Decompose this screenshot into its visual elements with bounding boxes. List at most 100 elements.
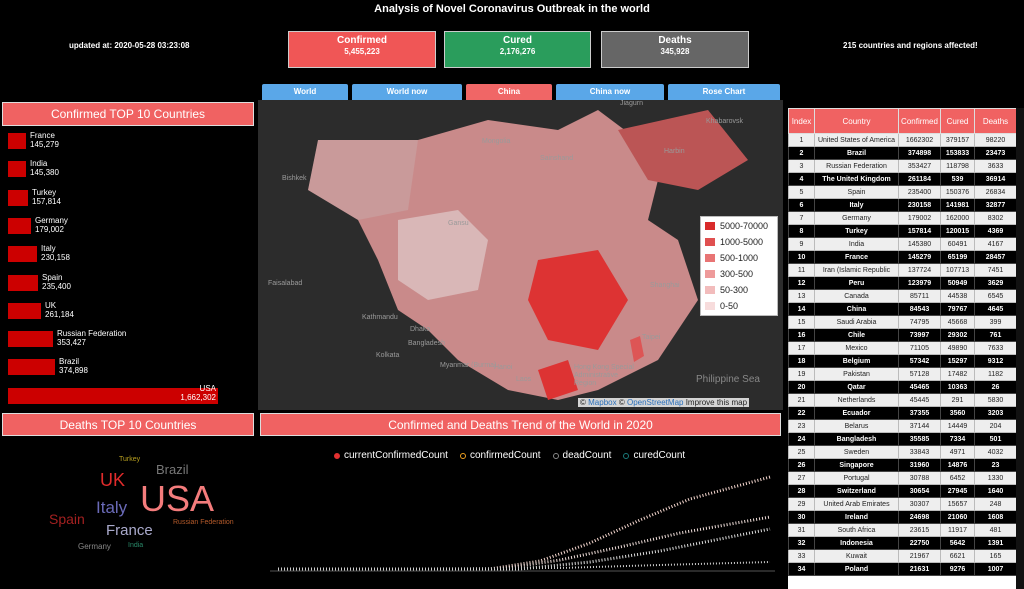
table-row[interactable]: 9 India 145380 60491 4167 <box>788 237 1016 251</box>
word-germany: Germany <box>78 542 111 551</box>
bar-value: 230,158 <box>41 253 70 263</box>
confirmed-bar[interactable] <box>8 302 41 319</box>
table-row[interactable]: 20 Qatar 45465 10363 26 <box>788 380 1016 394</box>
table-row[interactable]: 14 China 84543 79767 4645 <box>788 302 1016 316</box>
deaths-value: 345,928 <box>660 47 690 56</box>
table-cell: 37355 <box>898 406 941 420</box>
map-label-mongolia: Mongolia <box>482 138 511 145</box>
table-cell: 60491 <box>940 237 975 251</box>
table-row[interactable]: 24 Bangladesh 35585 7334 501 <box>788 432 1016 446</box>
table-row[interactable]: 30 Ireland 24698 21060 1608 <box>788 510 1016 524</box>
table-row[interactable]: 31 South Africa 23615 11917 481 <box>788 523 1016 537</box>
table-cell: 14449 <box>940 419 975 433</box>
table-row[interactable]: 27 Portugal 30788 6452 1330 <box>788 471 1016 485</box>
legend-marker-cured <box>623 452 630 459</box>
tab-world[interactable]: World <box>262 84 348 100</box>
table-row[interactable]: 2 Brazil 374898 153833 23473 <box>788 146 1016 160</box>
table-row[interactable]: 32 Indonesia 22750 5642 1391 <box>788 536 1016 550</box>
table-row[interactable]: 21 Netherlands 45445 291 5830 <box>788 393 1016 407</box>
table-row[interactable]: 5 Spain 235400 150376 26834 <box>788 185 1016 199</box>
legend-current-confirmed[interactable]: currentConfirmedCount <box>344 450 448 461</box>
openstreetmap-link[interactable]: OpenStreetMap <box>626 398 684 407</box>
legend-swatch <box>705 222 715 230</box>
column-header-cured[interactable]: Cured <box>940 108 975 134</box>
confirmed-bar[interactable] <box>8 274 38 291</box>
tab-china[interactable]: China <box>466 84 552 100</box>
word-turkey: Turkey <box>119 456 141 463</box>
table-row[interactable]: 34 Poland 21631 9276 1007 <box>788 562 1016 576</box>
confirmed-bar[interactable] <box>8 161 26 178</box>
map-label-kolkata: Kolkata <box>376 352 400 359</box>
table-cell: Qatar <box>814 380 899 394</box>
confirmed-bar[interactable] <box>8 133 26 149</box>
confirmed-bar[interactable] <box>8 246 37 263</box>
table-row[interactable]: 18 Belgium 57342 15297 9312 <box>788 354 1016 368</box>
table-row[interactable]: 25 Sweden 33843 4971 4032 <box>788 445 1016 459</box>
column-header-deaths[interactable]: Deaths <box>974 108 1016 134</box>
table-cell: 4645 <box>974 302 1016 316</box>
table-cell: 71105 <box>898 341 941 355</box>
confirmed-bar[interactable] <box>8 359 55 376</box>
table-cell: 4971 <box>940 445 975 459</box>
confirmed-bar[interactable] <box>8 189 28 206</box>
map-label-faisalabad: Faisalabad <box>268 280 303 287</box>
table-row[interactable]: 6 Italy 230158 141981 32877 <box>788 198 1016 212</box>
bar-country: India <box>30 159 48 169</box>
legend-cured[interactable]: curedCount <box>633 450 686 461</box>
table-cell: 1007 <box>974 562 1016 576</box>
table-cell: Saudi Arabia <box>814 315 899 329</box>
table-cell: 30307 <box>898 497 941 511</box>
table-row[interactable]: 13 Canada 85711 44538 6545 <box>788 289 1016 303</box>
improve-map-link[interactable]: Improve this map <box>685 398 748 407</box>
table-cell: 15297 <box>940 354 975 368</box>
legend-label: 50-300 <box>720 285 749 295</box>
china-map[interactable]: Mongolia Bishkek Faisalabad Bangladesh M… <box>258 100 783 410</box>
table-row[interactable]: 3 Russian Federation 353427 118798 3633 <box>788 159 1016 173</box>
column-header-confirmed[interactable]: Confirmed <box>898 108 941 134</box>
table-row[interactable]: 15 Saudi Arabia 74795 45668 399 <box>788 315 1016 329</box>
confirmed-label: Confirmed <box>337 35 387 46</box>
bar-label: Italy 230,158 <box>41 244 70 262</box>
table-row[interactable]: 8 Turkey 157814 120015 4369 <box>788 224 1016 238</box>
mapbox-link[interactable]: Mapbox <box>588 398 617 407</box>
deaths-label: Deaths <box>658 35 692 46</box>
tab-china-now[interactable]: China now <box>556 84 664 100</box>
table-row[interactable]: 4 The United Kingdom 261184 539 36914 <box>788 172 1016 186</box>
table-cell: 399 <box>974 315 1016 329</box>
table-row[interactable]: 10 France 145279 65199 28457 <box>788 250 1016 264</box>
table-row[interactable]: 29 United Arab Emirates 30307 15657 248 <box>788 497 1016 511</box>
table-row[interactable]: 26 Singapore 31960 14876 23 <box>788 458 1016 472</box>
table-row[interactable]: 7 Germany 179002 162000 8302 <box>788 211 1016 225</box>
table-row[interactable]: 11 Iran (Islamic Republic 137724 107713 7451 <box>788 263 1016 277</box>
confirmed-bar[interactable] <box>8 217 31 234</box>
confirmed-bar[interactable] <box>8 331 53 348</box>
table-cell: Belgium <box>814 354 899 368</box>
table-row[interactable]: 16 Chile 73997 29302 761 <box>788 328 1016 342</box>
guangdong-region-shape <box>538 360 578 400</box>
tab-rose-chart[interactable]: Rose Chart <box>668 84 780 100</box>
table-cell: 1662302 <box>898 133 941 147</box>
table-cell: 20 <box>788 380 815 394</box>
column-header-country[interactable]: Country <box>814 108 899 134</box>
table-row[interactable]: 12 Peru 123979 50949 3629 <box>788 276 1016 290</box>
tab-world-now[interactable]: World now <box>352 84 462 100</box>
table-row[interactable]: 19 Pakistan 57128 17482 1182 <box>788 367 1016 381</box>
table-row[interactable]: 17 Mexico 71105 49890 7633 <box>788 341 1016 355</box>
table-cell: 120015 <box>940 224 975 238</box>
table-row[interactable]: 22 Ecuador 37355 3560 3203 <box>788 406 1016 420</box>
table-scrollbar[interactable] <box>1016 108 1024 589</box>
table-cell: 248 <box>974 497 1016 511</box>
legend-dead[interactable]: deadCount <box>562 450 612 461</box>
table-row[interactable]: 28 Switzerland 30654 27945 1640 <box>788 484 1016 498</box>
confirmed-bar[interactable] <box>8 387 218 404</box>
country-table-container[interactable]: Index Country Confirmed Cured Deaths 1 Un… <box>788 108 1016 589</box>
table-row[interactable]: 1 United States of America 1662302 379157 98… <box>788 133 1016 147</box>
table-cell: 353427 <box>898 159 941 173</box>
legend-label: 5000-70000 <box>720 221 769 231</box>
column-header-index[interactable]: Index <box>788 108 815 134</box>
table-row[interactable]: 33 Kuwait 21967 6621 165 <box>788 549 1016 563</box>
legend-confirmed[interactable]: confirmedCount <box>469 450 541 461</box>
table-cell: 49890 <box>940 341 975 355</box>
table-row[interactable]: 23 Belarus 37144 14449 204 <box>788 419 1016 433</box>
bar-country: Turkey <box>32 187 57 197</box>
